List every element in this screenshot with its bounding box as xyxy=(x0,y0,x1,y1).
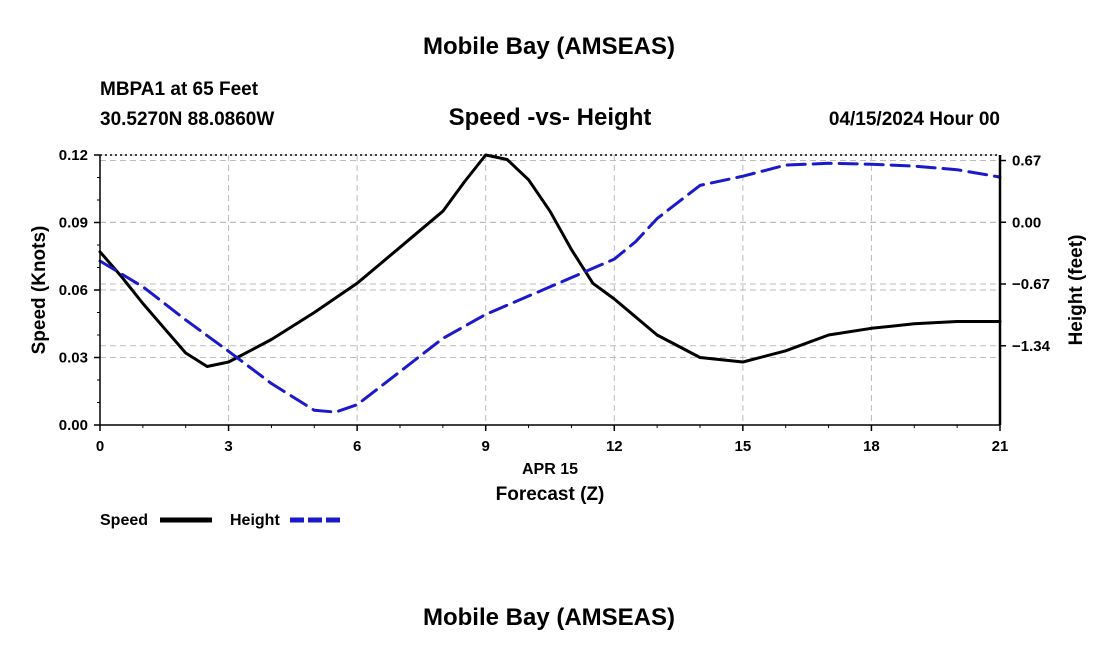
x-tick-label-2: 6 xyxy=(353,438,361,455)
x-tick-label-5: 15 xyxy=(735,438,752,455)
y2-tick-label-2: −0.67 xyxy=(1012,276,1050,293)
series-line-height xyxy=(98,161,1002,414)
x-tick-label-1: 3 xyxy=(224,438,232,455)
x-tick-label-0: 0 xyxy=(96,438,104,455)
y2-tick-label-0: 0.67 xyxy=(1012,153,1041,170)
page-title-top: Mobile Bay (AMSEAS) xyxy=(423,33,675,60)
series-lines xyxy=(98,153,1002,414)
page-title-bottom: Mobile Bay (AMSEAS) xyxy=(423,604,675,631)
y-axis-title-left: Speed (Knots) xyxy=(29,226,50,355)
y-tick-label-1: 0.03 xyxy=(59,350,88,367)
chart-title: Speed -vs- Height xyxy=(449,104,652,131)
series-line-speed xyxy=(98,153,1002,368)
chart-axes: 0 3 6 9 12 15 18 21 0.00 0.03 0.06 0.09 0.12 0.67 0.00… xyxy=(59,147,1051,455)
y2-tick-label-3: −1.34 xyxy=(1012,338,1051,355)
legend: Speed Height xyxy=(100,512,342,529)
x-axis-date-label: APR 15 xyxy=(522,461,578,478)
y-tick-label-2: 0.06 xyxy=(59,282,88,299)
grid-lines xyxy=(100,154,1000,425)
y-tick-label-3: 0.09 xyxy=(59,215,88,232)
y2-tick-label-1: 0.00 xyxy=(1012,214,1041,231)
x-tick-label-6: 18 xyxy=(863,438,880,455)
y-tick-label-0: 0.00 xyxy=(59,417,88,434)
y-axis-title-right: Height (feet) xyxy=(1066,235,1087,346)
y-tick-label-4: 0.12 xyxy=(59,147,88,164)
x-axis-title: Forecast (Z) xyxy=(496,484,605,505)
coordinates-label: 30.5270N 88.0860W xyxy=(100,109,274,130)
x-tick-label-7: 21 xyxy=(992,438,1009,455)
legend-height-label: Height xyxy=(230,512,280,529)
x-tick-label-3: 9 xyxy=(482,438,490,455)
x-tick-label-4: 12 xyxy=(606,438,623,455)
station-label: MBPA1 at 65 Feet xyxy=(100,79,259,100)
legend-speed-label: Speed xyxy=(100,512,148,529)
timestamp-label: 04/15/2024 Hour 00 xyxy=(829,109,1000,130)
